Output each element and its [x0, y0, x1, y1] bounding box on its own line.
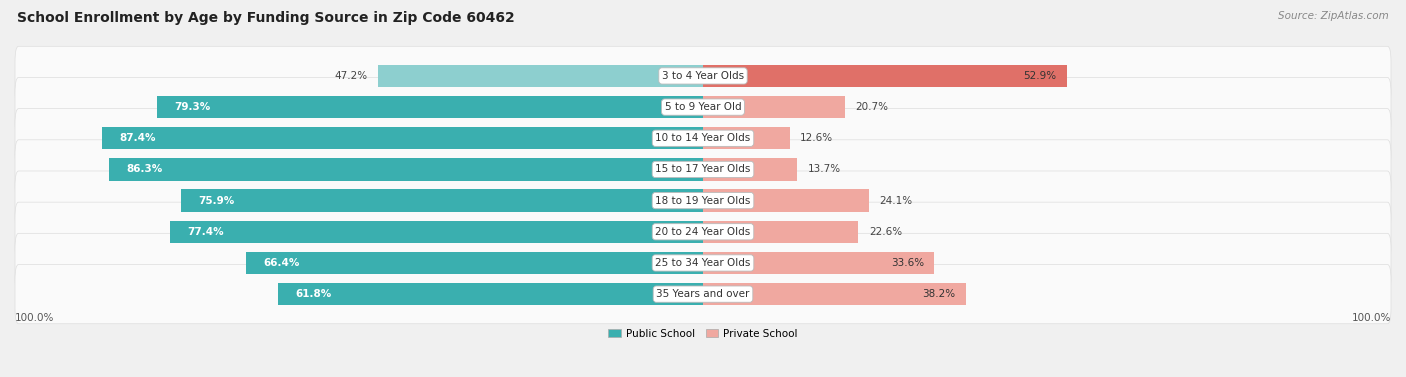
Bar [703, 127, 790, 150]
Text: 66.4%: 66.4% [263, 258, 299, 268]
Bar [181, 189, 703, 212]
Bar [703, 189, 869, 212]
FancyBboxPatch shape [15, 109, 1391, 168]
Bar [101, 127, 703, 150]
Text: 87.4%: 87.4% [120, 133, 156, 143]
Text: 35 Years and over: 35 Years and over [657, 289, 749, 299]
Bar [157, 96, 703, 118]
Bar [703, 96, 845, 118]
Text: Source: ZipAtlas.com: Source: ZipAtlas.com [1278, 11, 1389, 21]
Text: 100.0%: 100.0% [1351, 313, 1391, 323]
Bar [246, 252, 703, 274]
Text: 33.6%: 33.6% [891, 258, 924, 268]
Bar [703, 283, 966, 305]
Text: 5 to 9 Year Old: 5 to 9 Year Old [665, 102, 741, 112]
Text: 22.6%: 22.6% [869, 227, 901, 237]
FancyBboxPatch shape [15, 171, 1391, 230]
Text: 52.9%: 52.9% [1024, 71, 1057, 81]
Bar [703, 158, 797, 181]
Text: 77.4%: 77.4% [187, 227, 225, 237]
Text: 20.7%: 20.7% [856, 102, 889, 112]
Bar [703, 252, 934, 274]
Text: 75.9%: 75.9% [198, 196, 235, 205]
Bar [110, 158, 703, 181]
Text: 79.3%: 79.3% [174, 102, 211, 112]
Text: 47.2%: 47.2% [335, 71, 368, 81]
Text: 10 to 14 Year Olds: 10 to 14 Year Olds [655, 133, 751, 143]
Text: 18 to 19 Year Olds: 18 to 19 Year Olds [655, 196, 751, 205]
Bar [703, 65, 1067, 87]
Text: 38.2%: 38.2% [922, 289, 956, 299]
Text: 86.3%: 86.3% [127, 164, 163, 175]
FancyBboxPatch shape [15, 265, 1391, 324]
Text: 24.1%: 24.1% [879, 196, 912, 205]
Text: 13.7%: 13.7% [807, 164, 841, 175]
Bar [378, 65, 703, 87]
FancyBboxPatch shape [15, 46, 1391, 106]
Text: 20 to 24 Year Olds: 20 to 24 Year Olds [655, 227, 751, 237]
FancyBboxPatch shape [15, 202, 1391, 261]
FancyBboxPatch shape [15, 78, 1391, 137]
Bar [278, 283, 703, 305]
FancyBboxPatch shape [15, 233, 1391, 293]
Text: 3 to 4 Year Olds: 3 to 4 Year Olds [662, 71, 744, 81]
FancyBboxPatch shape [15, 140, 1391, 199]
Bar [703, 221, 859, 243]
Text: 25 to 34 Year Olds: 25 to 34 Year Olds [655, 258, 751, 268]
Text: 12.6%: 12.6% [800, 133, 834, 143]
Text: 61.8%: 61.8% [295, 289, 332, 299]
Legend: Public School, Private School: Public School, Private School [605, 325, 801, 343]
Text: School Enrollment by Age by Funding Source in Zip Code 60462: School Enrollment by Age by Funding Sour… [17, 11, 515, 25]
Text: 100.0%: 100.0% [15, 313, 55, 323]
Bar [170, 221, 703, 243]
Text: 15 to 17 Year Olds: 15 to 17 Year Olds [655, 164, 751, 175]
